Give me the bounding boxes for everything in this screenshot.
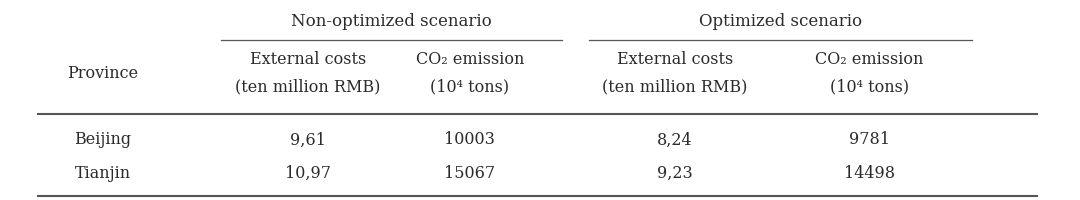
Text: (10⁴ tons): (10⁴ tons) <box>829 79 909 96</box>
Text: (10⁴ tons): (10⁴ tons) <box>430 79 510 96</box>
Text: 15067: 15067 <box>444 164 496 182</box>
Text: 9,23: 9,23 <box>657 164 693 182</box>
Text: CO₂ emission: CO₂ emission <box>815 51 923 68</box>
Text: Optimized scenario: Optimized scenario <box>699 12 862 29</box>
Text: External costs: External costs <box>249 51 366 68</box>
Text: 8,24: 8,24 <box>658 132 692 148</box>
Text: Province: Province <box>67 66 138 82</box>
Text: (ten million RMB): (ten million RMB) <box>603 79 747 96</box>
Text: Beijing: Beijing <box>75 132 131 148</box>
Text: External costs: External costs <box>617 51 733 68</box>
Text: 10,97: 10,97 <box>285 164 330 182</box>
Text: 10003: 10003 <box>444 132 496 148</box>
Text: Non-optimized scenario: Non-optimized scenario <box>292 12 491 29</box>
Text: 14498: 14498 <box>843 164 895 182</box>
Text: Tianjin: Tianjin <box>75 164 131 182</box>
Text: CO₂ emission: CO₂ emission <box>416 51 524 68</box>
Text: (ten million RMB): (ten million RMB) <box>235 79 380 96</box>
Text: 9,61: 9,61 <box>289 132 326 148</box>
Text: 9781: 9781 <box>849 132 890 148</box>
